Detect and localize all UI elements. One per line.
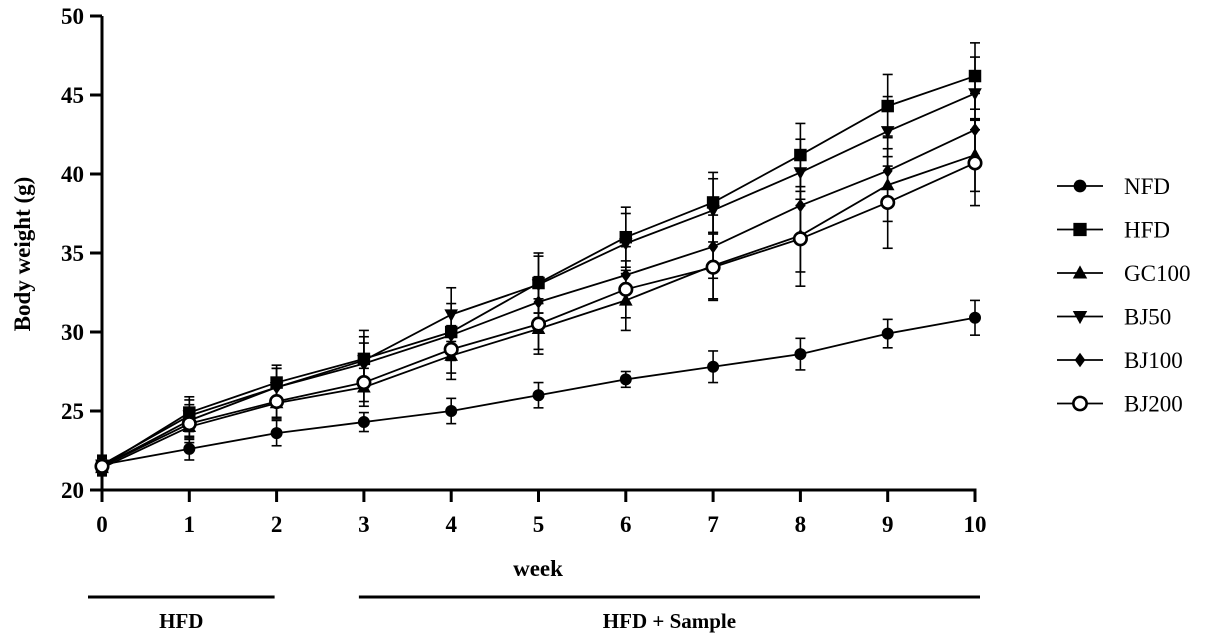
legend-label: BJ50 [1124, 305, 1171, 330]
legend-label: HFD [1124, 218, 1170, 243]
data-point [707, 360, 720, 373]
data-point [183, 442, 196, 455]
data-point [356, 375, 372, 391]
x-tick-label: 3 [358, 512, 370, 537]
x-tick-label: 9 [882, 512, 894, 537]
data-point [619, 373, 632, 386]
data-point [619, 238, 633, 251]
y-axis-title: Body weight (g) [10, 177, 35, 332]
legend-marker [1072, 395, 1088, 412]
x-tick-label: 10 [964, 512, 987, 537]
data-point [969, 311, 981, 324]
legend-marker [1073, 179, 1087, 193]
x-tick-label: 4 [445, 512, 457, 537]
series-bj200 [94, 119, 983, 476]
legend-marker [1073, 222, 1087, 237]
data-point [881, 327, 894, 340]
data-point [794, 348, 807, 361]
period-hfd: HFD [88, 595, 275, 633]
legend-item-bj200: BJ200 [1057, 392, 1183, 417]
legend-label: BJ100 [1124, 348, 1183, 373]
data-point [792, 231, 808, 247]
data-point [181, 416, 197, 432]
y-tick-label: 45 [61, 83, 84, 108]
x-tick-label: 2 [271, 512, 283, 537]
y-tick-label: 40 [61, 162, 84, 187]
period-hfd-sample: HFD + Sample [358, 595, 980, 633]
legend-label: GC100 [1124, 261, 1190, 286]
x-axis-title: week [513, 556, 563, 581]
x-tick-label: 7 [707, 512, 719, 537]
legend-marker [1072, 265, 1088, 279]
legend-marker [1072, 310, 1088, 325]
legend: NFD HFD GC100 BJ50 BJ100 BJ200 [1057, 174, 1190, 417]
data-point [445, 405, 458, 417]
data-point [618, 281, 634, 297]
data-point [270, 427, 283, 440]
period-bars: HFD HFD + Sample [88, 595, 980, 633]
data-point [880, 194, 896, 210]
legend-item-bj100: BJ100 [1057, 348, 1183, 373]
data-point [357, 416, 370, 429]
legend-label: BJ200 [1124, 392, 1183, 417]
legend-label: NFD [1124, 174, 1170, 199]
series-layer [94, 42, 983, 477]
data-point [532, 389, 545, 402]
y-tick-label: 20 [61, 478, 84, 503]
period-label: HFD + Sample [603, 609, 736, 633]
y-tick-label: 30 [61, 320, 84, 345]
data-point [706, 205, 720, 218]
data-point [967, 155, 983, 171]
legend-item-nfd: NFD [1057, 174, 1170, 199]
data-point [530, 316, 547, 332]
y-tick-label: 35 [61, 241, 84, 266]
x-tick-label: 0 [96, 512, 108, 537]
x-tick-label: 8 [795, 512, 807, 537]
legend-item-gc100: GC100 [1057, 261, 1190, 286]
period-label: HFD [159, 609, 203, 633]
data-point [705, 259, 721, 275]
x-tick-label: 1 [184, 512, 196, 537]
x-tick-label: 6 [620, 512, 632, 537]
y-tick-label: 25 [61, 399, 84, 424]
legend-item-bj50: BJ50 [1057, 305, 1171, 330]
series-bj50 [95, 56, 982, 476]
legend-marker [1074, 352, 1086, 368]
data-point [269, 393, 285, 410]
data-point [880, 126, 895, 139]
y-tick-label: 50 [61, 4, 84, 29]
x-tick-label: 5 [533, 512, 545, 537]
legend-item-hfd: HFD [1057, 218, 1170, 243]
data-point [94, 458, 110, 474]
data-point [443, 341, 459, 357]
